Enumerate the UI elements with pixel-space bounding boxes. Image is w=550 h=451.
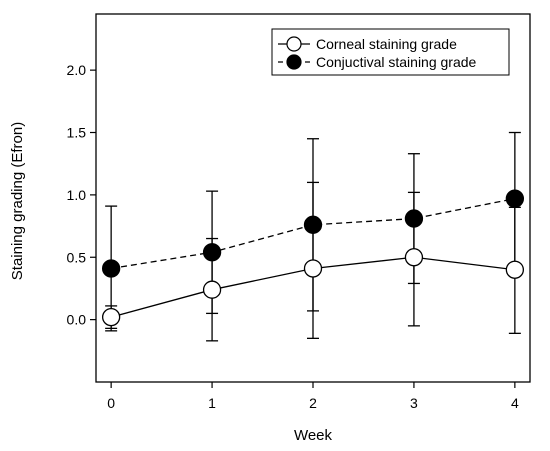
y-tick-label: 0.0 xyxy=(67,312,87,328)
legend-label-corneal: Corneal staining grade xyxy=(316,36,457,52)
x-tick-label: 2 xyxy=(309,395,317,411)
y-axis-label: Staining grading (Efron) xyxy=(9,122,26,280)
data-point xyxy=(505,260,525,279)
data-point xyxy=(404,209,424,228)
legend: Corneal staining grade Conjuctival stain… xyxy=(271,28,510,76)
y-tick-label: 0.5 xyxy=(67,249,87,265)
data-point xyxy=(101,307,121,327)
legend-box xyxy=(271,28,510,76)
legend-label-conjunctival: Conjuctival staining grade xyxy=(316,54,477,70)
series-line-1 xyxy=(111,197,515,270)
y-tick-label: 1.0 xyxy=(67,187,87,203)
data-point xyxy=(303,259,323,278)
y-axis: 0.0 0.5 1.0 1.5 2.0 xyxy=(67,62,96,328)
data-point xyxy=(202,243,222,262)
data-point xyxy=(202,280,222,299)
x-tick-label: 3 xyxy=(410,395,418,411)
x-axis-label: Week xyxy=(294,427,333,444)
data-point xyxy=(101,259,121,278)
x-tick-label: 4 xyxy=(511,395,519,411)
data-point xyxy=(303,215,323,234)
legend-marker-corneal xyxy=(286,36,302,52)
x-tick-label: 1 xyxy=(208,395,216,411)
data-point xyxy=(505,189,525,208)
y-tick-label: 2.0 xyxy=(67,62,87,78)
series-1-markers xyxy=(101,189,525,278)
data-point xyxy=(404,248,424,267)
x-axis: 0 1 2 3 4 xyxy=(107,382,519,411)
series-0-markers xyxy=(101,248,525,327)
x-tick-label: 0 xyxy=(107,395,115,411)
y-tick-label: 1.5 xyxy=(67,125,87,141)
series-layer xyxy=(101,131,525,342)
legend-marker-conjunctival xyxy=(286,54,302,70)
